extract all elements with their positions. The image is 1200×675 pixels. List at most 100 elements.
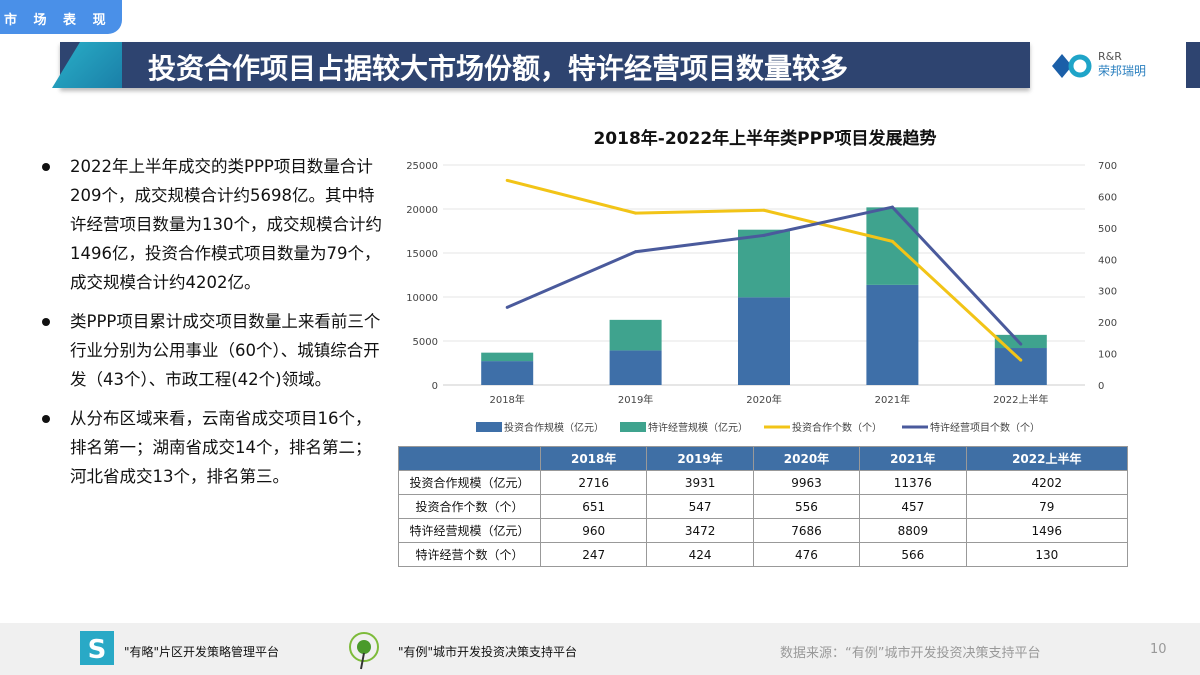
table-header-cell: 2019年 xyxy=(646,446,754,471)
logo-icon xyxy=(1052,54,1092,78)
bar-segment xyxy=(481,352,534,362)
table-cell: 566 xyxy=(859,542,967,567)
y-left-tick-label: 25000 xyxy=(406,161,438,172)
y-right-tick-label: 600 xyxy=(1098,192,1117,203)
chart: 0 5000 10000 15000 20000 25000 0 100 200 300 400 50… xyxy=(406,161,1117,434)
table-cell: 3472 xyxy=(646,518,754,543)
bullet-list: 2022年上半年成交的类PPP项目数量合计209个，成交规模合计约5698亿。其… xyxy=(40,152,385,501)
bullet-item: 2022年上半年成交的类PPP项目数量合计209个，成交规模合计约5698亿。其… xyxy=(40,152,385,297)
table-cell: 1496 xyxy=(965,518,1129,543)
table-cell: 457 xyxy=(859,494,967,519)
table-cell: 79 xyxy=(965,494,1129,519)
footer-icons: S xyxy=(80,631,379,670)
page-title: 投资合作项目占据较大市场份额，特许经营项目数量较多 xyxy=(148,52,849,85)
line-point xyxy=(634,250,638,254)
y-left-tick-label: 15000 xyxy=(406,249,438,260)
y-right-tick-label: 100 xyxy=(1098,350,1117,361)
row-label: 特许经营规模（亿元） xyxy=(398,518,541,543)
youlue-logo-icon: S xyxy=(80,631,114,665)
x-tick-label: 2020年 xyxy=(746,393,781,406)
page-number: 10 xyxy=(1150,642,1167,657)
table-cell: 960 xyxy=(539,518,648,543)
y-left-tick-label: 20000 xyxy=(406,205,438,216)
line-point xyxy=(762,208,766,212)
table-cell: 130 xyxy=(965,542,1129,567)
table-cell: 547 xyxy=(646,494,754,519)
legend-label: 特许经营项目个数（个） xyxy=(930,421,1040,434)
chart-title: 2018年-2022年上半年类PPP项目发展趋势 xyxy=(593,129,937,149)
title-bar: 投资合作项目占据较大市场份额，特许经营项目数量较多 xyxy=(52,42,1030,88)
table-row: 特许经营规模（亿元） 960 3472 7686 8809 1496 xyxy=(398,518,1129,543)
table-header-cell: 2021年 xyxy=(859,446,967,471)
table-cell: 247 xyxy=(539,542,648,567)
bar-segment xyxy=(866,207,919,285)
y-right-tick-label: 300 xyxy=(1098,287,1117,298)
table-cell: 8809 xyxy=(859,518,967,543)
x-tick-label: 2022上半年 xyxy=(993,393,1048,406)
bar-segment xyxy=(609,350,662,385)
table-cell: 9963 xyxy=(752,470,861,495)
company-logo: R&R 荣邦瑞明 xyxy=(1052,48,1162,84)
footer-platform-2: "有例"城市开发投资决策支持平台 xyxy=(398,645,578,659)
table-cell: 4202 xyxy=(965,470,1129,495)
x-tick-label: 2019年 xyxy=(618,393,653,406)
table-row: 特许经营个数（个） 247 424 476 566 130 xyxy=(398,542,1129,567)
bar-segment xyxy=(738,297,790,385)
line-point xyxy=(505,178,509,182)
table-row: 投资合作规模（亿元） 2716 3931 9963 11376 4202 xyxy=(398,470,1129,495)
row-label: 特许经营个数（个） xyxy=(398,542,541,567)
bar-segment xyxy=(866,284,919,385)
line-point xyxy=(890,239,894,243)
svg-text:S: S xyxy=(88,635,107,665)
table-cell: 651 xyxy=(539,494,648,519)
line-point xyxy=(890,205,894,209)
line-point xyxy=(1019,342,1023,346)
bar-segment xyxy=(994,348,1047,385)
legend-swatch xyxy=(476,422,502,432)
logo-line2: 荣邦瑞明 xyxy=(1098,64,1147,78)
line-point xyxy=(505,305,509,309)
table-cell: 2716 xyxy=(539,470,648,495)
y-right-tick-label: 400 xyxy=(1098,255,1117,266)
legend-label: 特许经营规模（亿元） xyxy=(648,421,748,434)
table-cell: 556 xyxy=(752,494,861,519)
line-point xyxy=(1019,358,1023,362)
line-point xyxy=(762,233,766,237)
table-cell: 7686 xyxy=(752,518,861,543)
bar-segment xyxy=(481,361,534,385)
youli-logo-icon xyxy=(349,632,379,670)
table-cell: 424 xyxy=(646,542,754,567)
y-left-tick-label: 0 xyxy=(432,381,438,392)
y-right-tick-label: 200 xyxy=(1098,318,1117,329)
footer: S "有略"片区开发策略管理平台 "有例"城市开发投资决策支持平台 数据来源：“… xyxy=(0,623,1200,675)
bar-segment xyxy=(738,229,790,298)
table-header-cell xyxy=(398,446,541,471)
line-point xyxy=(634,211,638,215)
row-label: 投资合作规模（亿元） xyxy=(398,470,541,495)
x-tick-label: 2018年 xyxy=(489,393,524,406)
y-right-tick-label: 500 xyxy=(1098,224,1117,235)
table-header-cell: 2020年 xyxy=(752,446,861,471)
data-table: 2018年 2019年 2020年 2021年 2022上半年 投资合作规模（亿元） 27… xyxy=(398,446,1129,567)
table-cell: 11376 xyxy=(859,470,967,495)
bullet-item: 从分布区域来看，云南省成交项目16个，排名第一；湖南省成交14个，排名第二；河北… xyxy=(40,404,385,491)
table-cell: 476 xyxy=(752,542,861,567)
legend-swatch xyxy=(620,422,646,432)
right-strip xyxy=(1186,42,1200,88)
legend-label: 投资合作规模（亿元） xyxy=(504,421,604,434)
bullet-item: 类PPP项目累计成交项目数量上来看前三个行业分别为公用事业（60个）、城镇综合开… xyxy=(40,307,385,394)
table-header-cell: 2022上半年 xyxy=(965,446,1129,471)
table-header-cell: 2018年 xyxy=(539,446,648,471)
y-left-tick-label: 5000 xyxy=(413,337,438,348)
table-row: 投资合作个数（个） 651 547 556 457 79 xyxy=(398,494,1129,519)
footer-platform-1: "有略"片区开发策略管理平台 xyxy=(124,645,280,659)
y-right-tick-label: 0 xyxy=(1098,381,1104,392)
bar-segment xyxy=(609,319,662,351)
section-tab: 市 场 表 现 xyxy=(0,0,122,34)
table-cell: 3931 xyxy=(646,470,754,495)
y-right-tick-label: 700 xyxy=(1098,161,1117,172)
data-source: 数据来源：“有例”城市开发投资决策支持平台 xyxy=(780,646,1041,661)
row-label: 投资合作个数（个） xyxy=(398,494,541,519)
legend-label: 投资合作个数（个） xyxy=(792,421,882,434)
y-left-tick-label: 10000 xyxy=(406,293,438,304)
